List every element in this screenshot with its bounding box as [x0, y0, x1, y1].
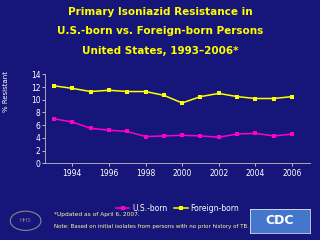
- Text: Note: Based on initial isolates from persons with no prior history of TB.: Note: Based on initial isolates from per…: [54, 224, 249, 229]
- Text: CDC: CDC: [266, 214, 294, 227]
- Text: Primary Isoniazid Resistance in: Primary Isoniazid Resistance in: [68, 7, 252, 17]
- Text: % Resistant: % Resistant: [3, 71, 9, 112]
- Text: United States, 1993–2006*: United States, 1993–2006*: [82, 46, 238, 56]
- Text: HHS: HHS: [20, 218, 31, 223]
- Legend: U.S.-born, Foreign-born: U.S.-born, Foreign-born: [113, 201, 243, 216]
- Text: *Updated as of April 6, 2007.: *Updated as of April 6, 2007.: [54, 212, 140, 217]
- Text: U.S.-born vs. Foreign-born Persons: U.S.-born vs. Foreign-born Persons: [57, 26, 263, 36]
